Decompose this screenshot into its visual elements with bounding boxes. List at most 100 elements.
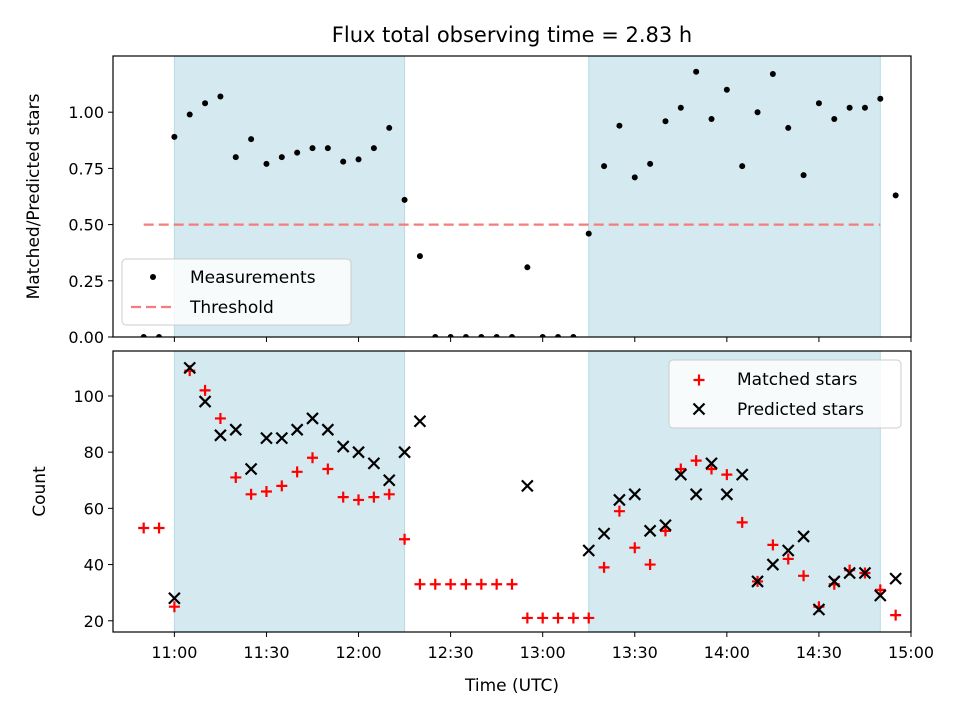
observing-span-1: [173, 351, 406, 632]
y-tick-label: 40: [84, 556, 104, 575]
bottom-panel: 20 40 60 80 100 11:00 11:30 12:00 12:30 13:00 13:3…: [30, 350, 934, 696]
matched-point: [429, 578, 441, 590]
matched-point: [736, 516, 748, 528]
predicted-point: [382, 473, 396, 487]
measurement-point: [677, 104, 684, 111]
predicted-point: [168, 592, 181, 605]
measurement-point: [800, 172, 807, 179]
predicted-point: [275, 431, 289, 445]
measurement-point: [278, 154, 285, 161]
measurement-point: [785, 124, 792, 131]
predicted-point: [413, 414, 427, 428]
predicted-point: [628, 488, 642, 501]
predicted-point: [229, 423, 243, 436]
matched-point: [552, 612, 564, 624]
measurement-point: [171, 133, 178, 140]
matched-point: [368, 491, 380, 503]
matched-point: [414, 578, 426, 590]
measurement-point: [447, 334, 454, 337]
matched-point: [874, 584, 886, 596]
legend-matched-marker: [693, 374, 705, 386]
matched-point: [337, 491, 349, 503]
matched-point: [460, 578, 472, 590]
predicted-point: [367, 457, 381, 470]
x-tick-label: 13:00: [520, 643, 566, 662]
y-tick-label: 20: [84, 612, 104, 631]
measurement-point: [524, 264, 531, 271]
predicted-point: [597, 527, 611, 540]
legend-label-matched: Matched stars: [737, 370, 857, 390]
matched-point: [383, 488, 395, 500]
x-tick-label: 12:00: [335, 643, 381, 662]
matched-point: [659, 525, 671, 537]
chart-title: Flux total observing time = 2.83 h: [332, 23, 692, 47]
matched-point: [199, 384, 211, 396]
measurement-point: [248, 136, 255, 143]
measurement-point: [478, 334, 485, 337]
predicted-point: [198, 395, 212, 408]
legend-label-predicted: Predicted stars: [737, 400, 864, 420]
measurement-point: [708, 115, 715, 122]
matched-point: [506, 578, 518, 590]
measurement-point: [647, 160, 654, 167]
legend-predicted-marker: [692, 402, 706, 416]
predicted-point: [827, 575, 841, 588]
measurement-point: [631, 174, 638, 181]
plot-area: [140, 56, 899, 337]
legend-label-threshold: Threshold: [189, 298, 274, 318]
x-tick-label: 15:00: [888, 643, 934, 662]
measurement-point: [739, 163, 746, 170]
measurement-point: [416, 253, 423, 260]
y-tick-label: 0.50: [68, 216, 104, 235]
matched-point: [168, 601, 180, 613]
predicted-point: [766, 558, 780, 571]
predicted-point: [582, 544, 596, 557]
predicted-point: [352, 445, 365, 459]
observing-span-2: [588, 56, 881, 337]
measurement-point: [585, 230, 592, 237]
predicted-point: [720, 488, 734, 501]
x-tick-label: 14:30: [796, 643, 842, 662]
predicted-point: [735, 468, 749, 481]
legend-box: [121, 258, 352, 326]
predicted-point: [290, 423, 304, 436]
y-tick-label: 0.25: [68, 272, 104, 291]
predicted-point: [812, 603, 826, 616]
predicted-point: [751, 575, 764, 588]
predicted-point: [306, 412, 319, 425]
matched-point: [798, 570, 810, 582]
y-tick-label: 60: [84, 499, 104, 518]
matched-point: [245, 488, 257, 500]
matched-point: [291, 466, 303, 478]
y-axis-label: Matched/Predicted stars: [24, 93, 44, 299]
matched-point: [138, 522, 150, 534]
predicted-point: [781, 544, 795, 557]
legend: Matched stars Predicted stars: [668, 359, 902, 429]
legend-label-measurements: Measurements: [190, 268, 316, 288]
measurement-point: [186, 111, 193, 118]
measurement-point: [570, 334, 577, 337]
predicted-point: [183, 361, 197, 375]
legend-measurement-marker: [150, 274, 156, 280]
predicted-point: [613, 493, 626, 507]
measurement-point: [754, 109, 761, 116]
measurement-point: [232, 154, 239, 161]
measurement-point: [309, 145, 316, 152]
matched-point: [767, 539, 779, 551]
measurement-point: [386, 124, 393, 131]
measurement-point: [892, 192, 899, 199]
predicted-point: [643, 524, 657, 538]
x-tick-label: 14:00: [704, 643, 750, 662]
measurement-point: [616, 122, 623, 129]
x-tick-label: 11:00: [151, 643, 197, 662]
predicted-point: [321, 423, 335, 436]
matched-point: [322, 463, 334, 475]
y-tick-label: 0.00: [68, 328, 104, 347]
predicted-point: [797, 530, 810, 543]
measurement-point: [370, 145, 377, 152]
measurement-point: [294, 149, 301, 156]
measurement-point: [509, 334, 515, 337]
measurement-point: [877, 95, 884, 102]
measurement-point: [202, 100, 209, 107]
measurement-point: [462, 334, 469, 337]
